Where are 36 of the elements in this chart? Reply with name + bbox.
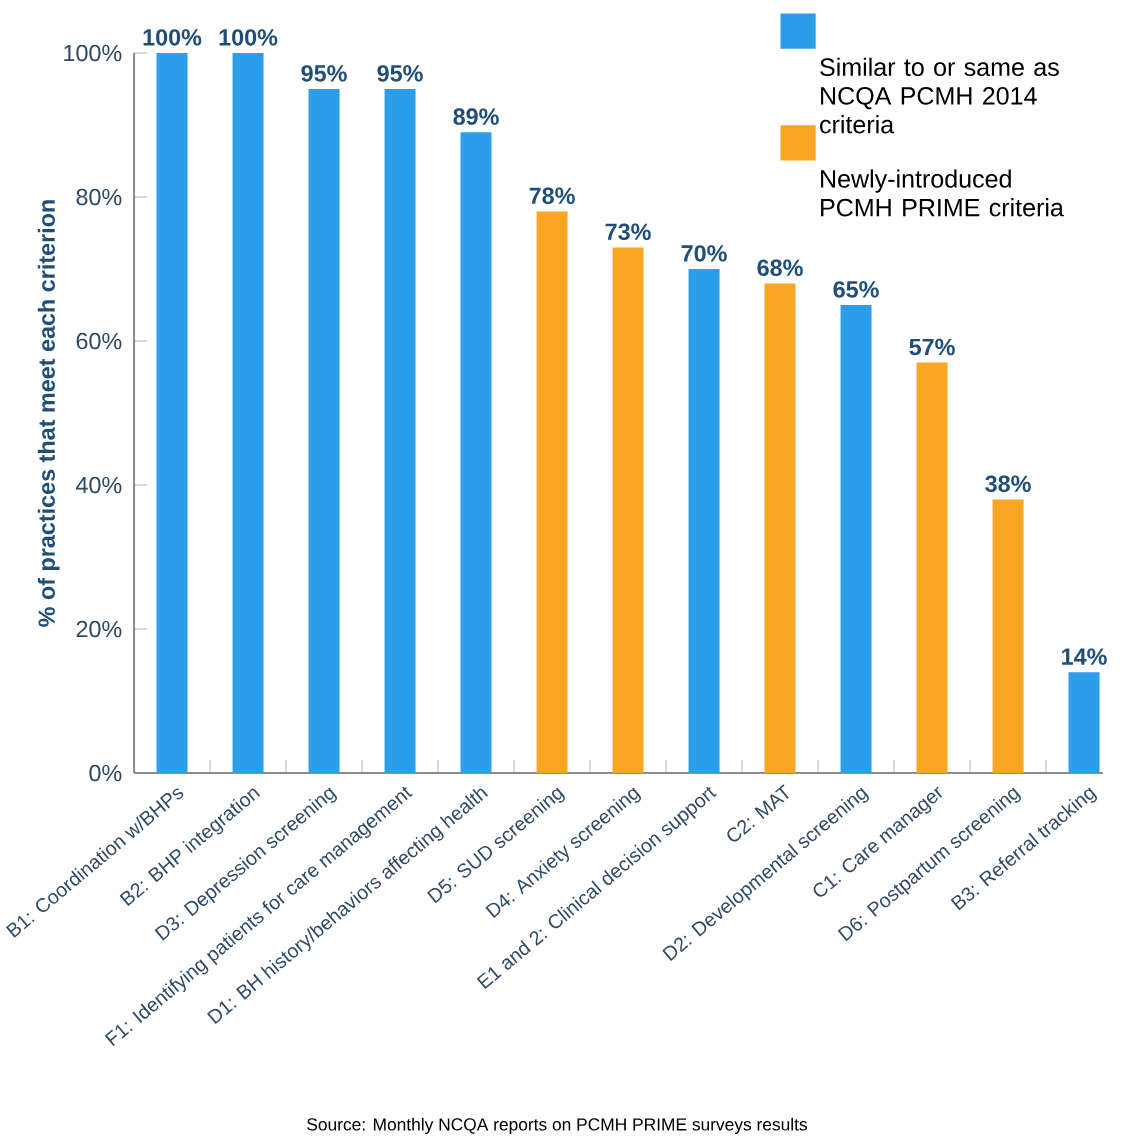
data-label: 68% bbox=[757, 259, 803, 277]
data-label: 70% bbox=[681, 245, 727, 262]
data-label: 89% bbox=[453, 108, 499, 125]
legend-label: Newly-introduced PCMH PRIME criteria bbox=[821, 169, 1064, 217]
bar bbox=[384, 89, 416, 774]
bar bbox=[536, 211, 568, 774]
data-label: 100% bbox=[143, 29, 202, 46]
legend-label: Similar to or same as NCQA PCMH 2014 criteria bbox=[820, 57, 1059, 134]
bar bbox=[992, 499, 1024, 774]
y-tick-label: 40% bbox=[75, 476, 122, 494]
bar bbox=[308, 89, 340, 774]
bar bbox=[156, 53, 188, 774]
source-note: Source: Monthly NCQA reports on PCMH PRIME surveys results bbox=[307, 1117, 808, 1135]
y-tick-label: 20% bbox=[76, 620, 122, 638]
bar bbox=[232, 53, 264, 774]
data-label: 57% bbox=[909, 338, 955, 356]
data-label: 38% bbox=[985, 475, 1031, 493]
data-label: 78% bbox=[529, 187, 575, 205]
y-tick-label: 100% bbox=[64, 44, 122, 62]
bar bbox=[460, 132, 492, 774]
y-axis-title: % of practices that meet each criterion bbox=[37, 200, 60, 627]
data-label: 95% bbox=[377, 65, 423, 82]
data-label: 14% bbox=[1062, 648, 1107, 665]
y-tick-label: 80% bbox=[76, 188, 122, 206]
data-label: 100% bbox=[219, 29, 278, 46]
bar bbox=[612, 247, 644, 774]
bar bbox=[916, 362, 948, 774]
bar bbox=[840, 305, 872, 774]
bar bbox=[688, 269, 720, 774]
bar bbox=[1068, 672, 1100, 774]
y-tick-label: 0% bbox=[89, 764, 122, 782]
data-label: 65% bbox=[833, 281, 879, 298]
data-label: 73% bbox=[605, 223, 651, 241]
y-tick-label: 60% bbox=[76, 332, 122, 350]
bar bbox=[764, 283, 796, 774]
data-label: 95% bbox=[301, 65, 347, 82]
